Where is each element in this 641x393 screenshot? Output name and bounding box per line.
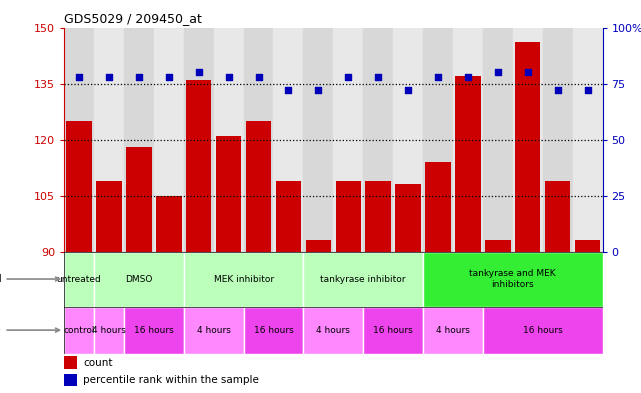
Point xyxy=(313,87,324,94)
Bar xyxy=(423,252,603,307)
Bar xyxy=(335,181,361,252)
Bar xyxy=(333,28,363,252)
Bar xyxy=(67,121,92,252)
Bar xyxy=(186,80,212,252)
Text: 16 hours: 16 hours xyxy=(373,326,413,334)
Bar xyxy=(306,240,331,252)
Text: 4 hours: 4 hours xyxy=(197,326,231,334)
Point xyxy=(74,73,84,80)
Bar xyxy=(246,121,271,252)
Bar xyxy=(244,28,274,252)
Bar xyxy=(156,195,181,252)
Bar xyxy=(303,307,363,354)
Point xyxy=(373,73,383,80)
Bar xyxy=(184,28,213,252)
Bar xyxy=(64,356,77,369)
Bar xyxy=(453,28,483,252)
Text: DMSO: DMSO xyxy=(125,275,153,283)
Bar xyxy=(515,42,540,252)
Text: protocol: protocol xyxy=(0,274,1,284)
Text: MEK inhibitor: MEK inhibitor xyxy=(213,275,274,283)
Bar xyxy=(303,252,423,307)
Bar xyxy=(94,252,184,307)
Bar xyxy=(572,28,603,252)
Point xyxy=(253,73,263,80)
Point xyxy=(163,73,174,80)
Bar xyxy=(184,307,244,354)
Bar xyxy=(423,28,453,252)
Point xyxy=(134,73,144,80)
Text: tankyrase inhibitor: tankyrase inhibitor xyxy=(320,275,406,283)
Point xyxy=(104,73,114,80)
Bar xyxy=(483,28,513,252)
Bar xyxy=(513,28,543,252)
Bar xyxy=(485,240,510,252)
Text: time: time xyxy=(0,325,1,335)
Bar xyxy=(184,252,303,307)
Bar xyxy=(425,162,451,252)
Point xyxy=(403,87,413,94)
Text: percentile rank within the sample: percentile rank within the sample xyxy=(83,375,260,385)
Point xyxy=(224,73,234,80)
Text: untreated: untreated xyxy=(56,275,101,283)
Bar xyxy=(64,374,77,386)
Text: GDS5029 / 209450_at: GDS5029 / 209450_at xyxy=(64,12,202,25)
Text: 16 hours: 16 hours xyxy=(523,326,563,334)
Bar xyxy=(545,181,570,252)
Point xyxy=(433,73,443,80)
Bar xyxy=(455,76,481,252)
Bar xyxy=(483,307,603,354)
Bar xyxy=(64,252,94,307)
Bar xyxy=(96,181,122,252)
Bar xyxy=(154,28,184,252)
Point xyxy=(343,73,353,80)
Bar xyxy=(363,28,393,252)
Bar xyxy=(363,307,423,354)
Text: count: count xyxy=(83,358,113,367)
Bar xyxy=(393,28,423,252)
Point xyxy=(522,69,533,75)
Text: 4 hours: 4 hours xyxy=(436,326,470,334)
Text: 16 hours: 16 hours xyxy=(254,326,294,334)
Bar xyxy=(124,28,154,252)
Point xyxy=(493,69,503,75)
Bar xyxy=(423,307,483,354)
Bar xyxy=(94,307,124,354)
Bar xyxy=(64,28,94,252)
Text: tankyrase and MEK
inhibitors: tankyrase and MEK inhibitors xyxy=(469,269,556,289)
Text: 4 hours: 4 hours xyxy=(92,326,126,334)
Bar xyxy=(216,136,241,252)
Text: 16 hours: 16 hours xyxy=(134,326,174,334)
Point xyxy=(283,87,294,94)
Bar xyxy=(303,28,333,252)
Bar xyxy=(276,181,301,252)
Text: 4 hours: 4 hours xyxy=(317,326,350,334)
Bar xyxy=(575,240,600,252)
Bar xyxy=(244,307,303,354)
Point xyxy=(553,87,563,94)
Text: control: control xyxy=(63,326,95,334)
Bar xyxy=(94,28,124,252)
Bar xyxy=(543,28,572,252)
Bar xyxy=(124,307,184,354)
Bar xyxy=(274,28,303,252)
Bar xyxy=(126,147,151,252)
Point xyxy=(194,69,204,75)
Bar xyxy=(64,307,94,354)
Point xyxy=(583,87,593,94)
Bar xyxy=(213,28,244,252)
Bar xyxy=(365,181,391,252)
Point xyxy=(463,73,473,80)
Bar xyxy=(395,184,420,252)
